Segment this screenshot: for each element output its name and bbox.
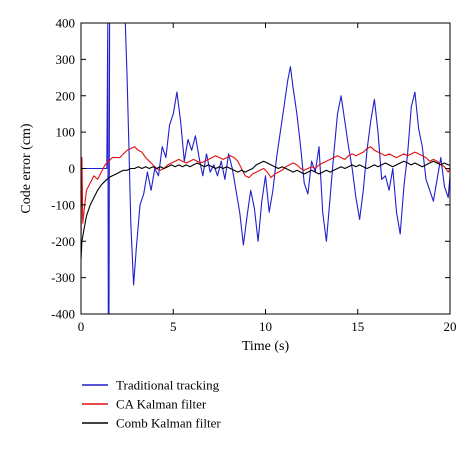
y-tick-label: -200 — [51, 234, 75, 249]
series-line-3 — [81, 160, 450, 260]
series-line-1 — [81, 23, 450, 314]
plot-area-frame — [80, 22, 451, 315]
legend-label: CA Kalman filter — [116, 397, 207, 412]
y-tick-label: -400 — [51, 307, 75, 322]
legend-item-3: Comb Kalman filter — [82, 416, 221, 431]
legend: Traditional tracking CA Kalman filter Comb… — [82, 378, 221, 431]
x-tick-label: 20 — [444, 319, 457, 334]
legend-item-1: Traditional tracking — [82, 378, 220, 393]
y-tick-label: 100 — [56, 125, 76, 140]
y-axis-label: Code error (cm) — [19, 123, 34, 214]
y-tick-label: 200 — [56, 88, 76, 103]
y-tick-label: 400 — [56, 16, 76, 31]
legend-item-2: CA Kalman filter — [82, 397, 207, 412]
series-layer — [81, 23, 450, 314]
y-tick-label: -300 — [51, 270, 75, 285]
y-tick-label: 300 — [56, 52, 76, 67]
x-tick-label: 10 — [259, 319, 272, 334]
legend-label: Comb Kalman filter — [116, 416, 221, 431]
x-axis-label: Time (s) — [242, 339, 290, 354]
x-tick-label: 15 — [351, 319, 364, 334]
ticks-layer: 0 5 10 15 20 -400 -300 -200 -100 0 100 200 300 400 — [51, 16, 456, 335]
legend-label: Traditional tracking — [116, 378, 220, 393]
y-tick-label: 0 — [69, 161, 76, 176]
x-tick-label: 0 — [78, 319, 85, 334]
y-tick-label: -100 — [51, 197, 75, 212]
series-line-2 — [81, 146, 450, 242]
x-tick-label: 5 — [170, 319, 177, 334]
